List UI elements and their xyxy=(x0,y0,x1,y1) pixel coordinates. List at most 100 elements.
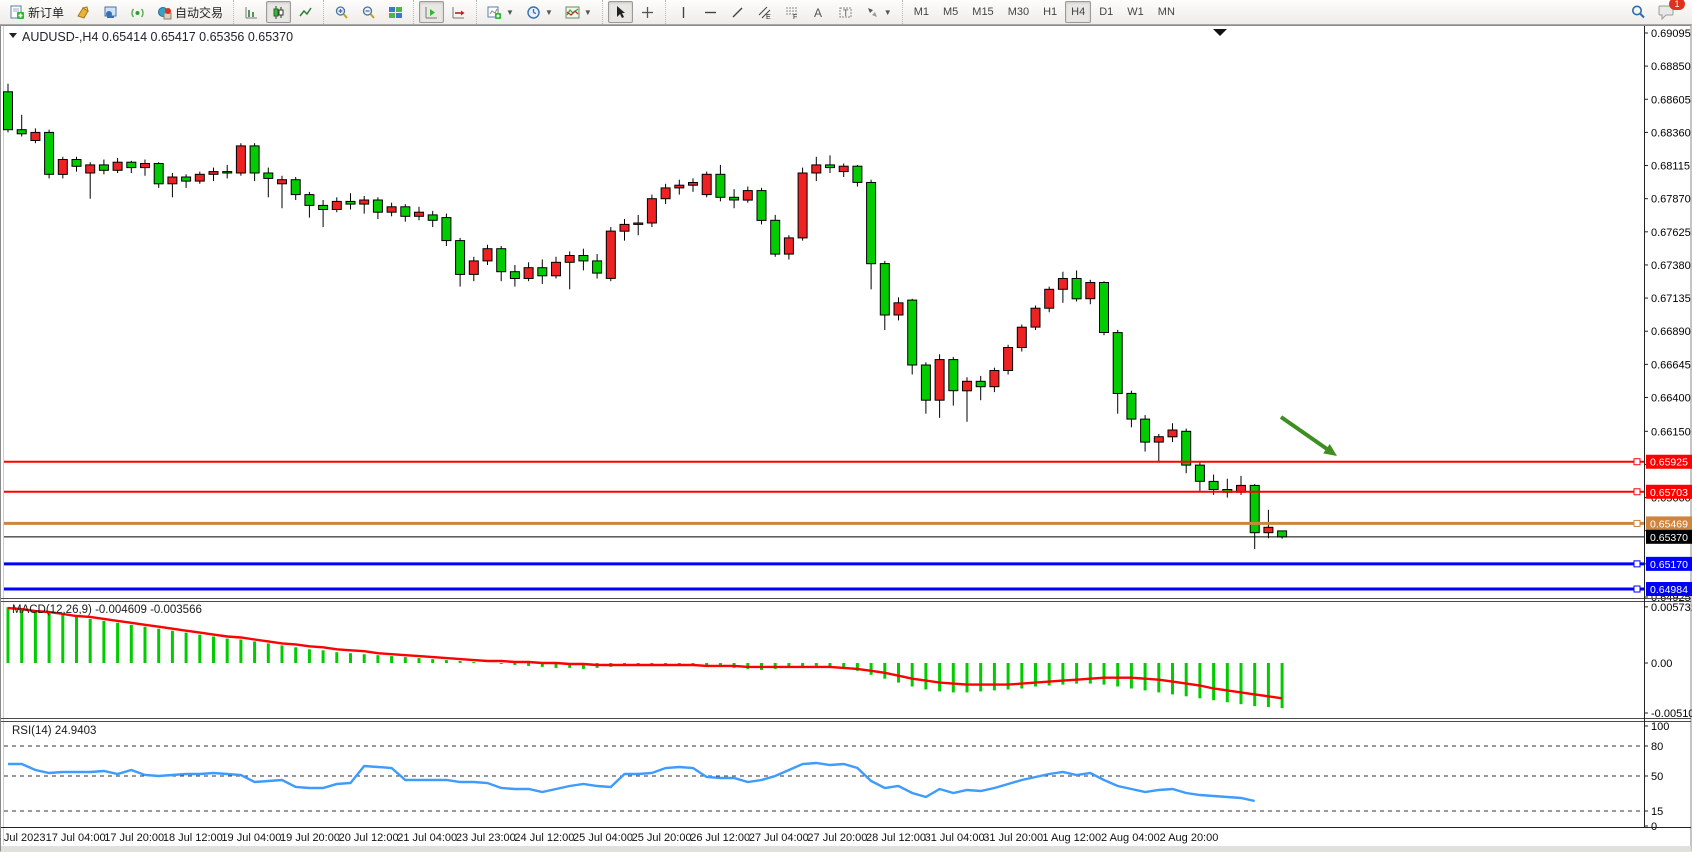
timeframe-h4-button[interactable]: H4 xyxy=(1065,1,1092,23)
timeframe-d1-button[interactable]: D1 xyxy=(1099,6,1114,18)
metaeditor-button[interactable] xyxy=(71,1,96,23)
trendline-icon xyxy=(730,5,745,20)
svg-text:25 Jul 04:00: 25 Jul 04:00 xyxy=(573,832,633,844)
periods-dropdown-arrow[interactable]: ▼ xyxy=(544,7,553,17)
channel-icon: E xyxy=(757,5,772,21)
arrow-objects-icon xyxy=(865,5,880,20)
autotrading-button[interactable]: 自动交易 xyxy=(152,1,228,23)
crosshair-button[interactable] xyxy=(635,1,660,23)
svg-text:31 Jul 04:00: 31 Jul 04:00 xyxy=(925,832,985,844)
svg-text:0.66890: 0.66890 xyxy=(1651,326,1691,338)
symbol-dropdown-icon[interactable] xyxy=(9,33,17,38)
cursor-button[interactable] xyxy=(607,1,633,23)
timeframe-mn-button[interactable]: MN xyxy=(1157,6,1175,18)
autotrading-icon xyxy=(157,5,172,20)
zoom-out-button[interactable] xyxy=(356,1,381,23)
notifications-button[interactable]: 1 xyxy=(1653,0,1685,23)
svg-text:0.69095: 0.69095 xyxy=(1651,28,1691,40)
new-order-button[interactable]: 新订单 xyxy=(5,1,69,23)
svg-text:A: A xyxy=(814,6,822,20)
line-chart-icon xyxy=(298,5,313,20)
toolbar-group-objects: E F A T ▼ xyxy=(664,0,902,24)
chart-shift-marker[interactable] xyxy=(1213,29,1227,36)
indicators-button[interactable]: ▼ xyxy=(560,1,597,23)
search-icon xyxy=(1630,4,1646,20)
arrow-object[interactable] xyxy=(1279,415,1337,456)
tile-windows-button[interactable] xyxy=(383,1,408,23)
svg-text:0.67625: 0.67625 xyxy=(1651,227,1691,239)
new-chart-dropdown-arrow[interactable]: ▼ xyxy=(506,7,514,17)
timeframe-m1-button[interactable]: M1 xyxy=(913,6,929,18)
arrows-button[interactable]: ▼ xyxy=(860,1,897,23)
horizontal-line-objects[interactable] xyxy=(4,458,1644,593)
equidistant-channel-button[interactable]: E xyxy=(752,1,777,23)
search-button[interactable] xyxy=(1625,1,1651,23)
timeframe-h1-button[interactable]: H1 xyxy=(1043,6,1058,18)
terminal-button[interactable] xyxy=(98,1,123,23)
svg-text:20 Jul 12:00: 20 Jul 12:00 xyxy=(339,832,399,844)
svg-text:26 Jul 12:00: 26 Jul 12:00 xyxy=(690,832,750,844)
new-order-icon xyxy=(10,5,25,20)
candlesticks xyxy=(3,83,1288,549)
pane-separator-macd[interactable] xyxy=(1,598,1691,602)
svg-text:0.68605: 0.68605 xyxy=(1651,94,1691,106)
svg-text:27 Jul 20:00: 27 Jul 20:00 xyxy=(807,832,867,844)
svg-text:19 Jul 04:00: 19 Jul 04:00 xyxy=(221,832,281,844)
main-toolbar: 新订单 自动交易 xyxy=(0,0,1692,25)
chart-title-group: AUDUSD-,H4 0.65414 0.65417 0.65356 0.653… xyxy=(9,30,293,44)
svg-text:14 Jul 2023: 14 Jul 2023 xyxy=(0,832,45,844)
new-chart-button[interactable]: ▼ xyxy=(482,1,519,23)
svg-text:0.65703: 0.65703 xyxy=(1650,487,1688,499)
svg-text:15: 15 xyxy=(1651,806,1663,818)
candlestick-chart-button[interactable] xyxy=(266,1,292,23)
svg-text:E: E xyxy=(766,14,771,20)
auto-scroll-button[interactable] xyxy=(419,1,445,23)
line-chart-button[interactable] xyxy=(293,1,318,23)
zoom-in-button[interactable] xyxy=(329,1,354,23)
arrows-dropdown-arrow[interactable]: ▼ xyxy=(883,7,892,17)
periods-button[interactable]: ▼ xyxy=(521,1,558,23)
svg-text:24 Jul 12:00: 24 Jul 12:00 xyxy=(514,832,574,844)
svg-text:25 Jul 20:00: 25 Jul 20:00 xyxy=(632,832,692,844)
chart-window-frame xyxy=(0,25,1692,852)
timeframe-toolbar: M1 M5 M15 M30 H1 H4 D1 W1 MN xyxy=(901,0,1186,24)
svg-text:2 Aug 20:00: 2 Aug 20:00 xyxy=(1160,832,1219,844)
toolbar-group-zoom xyxy=(323,0,413,24)
indicators-dropdown-arrow[interactable]: ▼ xyxy=(583,7,592,17)
chart-shift-icon xyxy=(451,5,466,20)
signals-button[interactable] xyxy=(125,1,150,23)
horizontal-line-button[interactable] xyxy=(698,1,723,23)
pane-separator-rsi[interactable] xyxy=(1,718,1691,722)
auto-scroll-icon xyxy=(424,5,439,20)
svg-text:0.68850: 0.68850 xyxy=(1651,61,1691,73)
price-axis[interactable]: 0.69095 0.68850 0.68605 0.68360 0.68115 0.678… xyxy=(1644,28,1692,833)
vertical-line-icon xyxy=(676,5,691,20)
text-label-button[interactable]: T xyxy=(833,1,858,23)
text-button[interactable]: A xyxy=(806,1,831,23)
new-chart-icon xyxy=(487,5,502,20)
zoom-in-icon xyxy=(334,5,349,20)
svg-text:0.67380: 0.67380 xyxy=(1651,260,1691,272)
svg-text:T: T xyxy=(843,8,849,18)
timeframe-w1-button[interactable]: W1 xyxy=(1127,6,1144,18)
bar-chart-button[interactable] xyxy=(239,1,264,23)
svg-text:1 Aug 12:00: 1 Aug 12:00 xyxy=(1042,832,1101,844)
fibonacci-button[interactable]: F xyxy=(779,1,804,23)
timeframe-m15-button[interactable]: M15 xyxy=(972,6,994,18)
svg-text:19 Jul 20:00: 19 Jul 20:00 xyxy=(280,832,340,844)
toolbar-group-cursor xyxy=(601,0,665,24)
chart-shift-button[interactable] xyxy=(446,1,471,23)
svg-text:0.65370: 0.65370 xyxy=(1650,532,1688,544)
timeframe-m5-button[interactable]: M5 xyxy=(943,6,959,18)
bottom-strip xyxy=(1,846,1691,852)
svg-text:0.66150: 0.66150 xyxy=(1651,426,1691,438)
text-label-icon: T xyxy=(838,5,853,20)
trendline-button[interactable] xyxy=(725,1,750,23)
macd-label: MACD(12,26,9) -0.004609 -0.003566 xyxy=(12,604,202,616)
vertical-line-button[interactable] xyxy=(671,1,696,23)
timeframe-m30-button[interactable]: M30 xyxy=(1007,6,1030,18)
svg-text:2 Aug 04:00: 2 Aug 04:00 xyxy=(1101,832,1160,844)
